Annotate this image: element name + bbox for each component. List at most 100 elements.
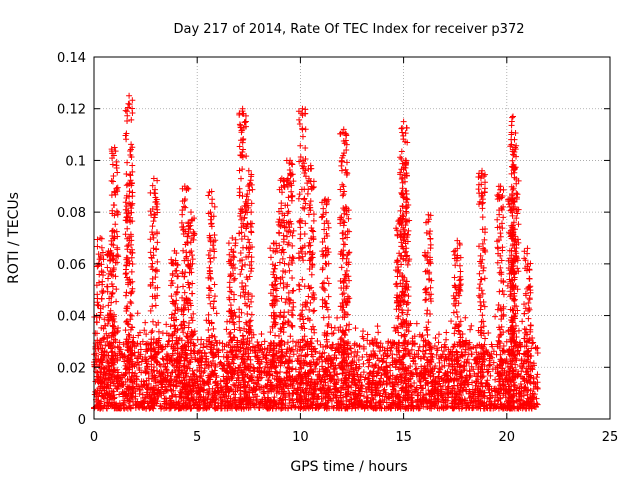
data-point bbox=[271, 375, 278, 382]
data-point bbox=[159, 355, 166, 362]
data-point bbox=[173, 363, 180, 370]
data-point bbox=[455, 396, 462, 403]
data-point bbox=[250, 394, 257, 401]
data-point bbox=[323, 356, 330, 363]
data-point bbox=[486, 385, 493, 392]
data-point bbox=[110, 329, 117, 336]
data-point bbox=[227, 288, 234, 295]
data-point bbox=[442, 396, 449, 403]
data-point bbox=[432, 379, 439, 386]
data-point bbox=[466, 367, 473, 374]
data-point bbox=[163, 351, 170, 358]
data-point bbox=[203, 361, 210, 368]
data-point bbox=[206, 402, 213, 409]
data-point bbox=[134, 385, 141, 392]
data-point bbox=[498, 386, 505, 393]
data-point bbox=[372, 401, 379, 408]
data-point bbox=[200, 398, 207, 405]
data-point bbox=[142, 367, 149, 374]
data-point bbox=[148, 345, 155, 352]
data-point bbox=[124, 246, 131, 253]
data-point bbox=[364, 337, 371, 344]
data-point bbox=[122, 199, 129, 206]
data-point bbox=[371, 350, 378, 357]
data-point bbox=[468, 322, 475, 329]
data-point bbox=[116, 339, 123, 346]
data-point bbox=[316, 368, 323, 375]
data-point bbox=[459, 404, 466, 411]
data-point bbox=[153, 358, 160, 365]
data-point bbox=[207, 247, 214, 254]
data-point bbox=[495, 378, 502, 385]
data-point bbox=[112, 273, 119, 280]
data-point bbox=[411, 380, 418, 387]
data-point bbox=[417, 382, 424, 389]
data-point bbox=[142, 348, 149, 355]
data-point bbox=[108, 290, 115, 297]
data-point bbox=[378, 363, 385, 370]
data-point bbox=[124, 214, 131, 221]
data-point bbox=[221, 392, 228, 399]
data-point bbox=[98, 235, 105, 242]
data-point bbox=[205, 252, 212, 259]
data-point bbox=[355, 356, 362, 363]
data-point bbox=[223, 369, 230, 376]
data-point bbox=[261, 402, 268, 409]
data-point bbox=[448, 318, 455, 325]
data-point bbox=[176, 360, 183, 367]
data-point bbox=[257, 360, 264, 367]
data-point bbox=[297, 361, 304, 368]
data-point bbox=[129, 350, 136, 357]
data-point bbox=[244, 311, 251, 318]
data-point bbox=[469, 386, 476, 393]
data-point bbox=[153, 321, 160, 328]
data-point bbox=[225, 385, 232, 392]
data-point bbox=[100, 354, 107, 361]
data-point bbox=[300, 320, 307, 327]
data-point bbox=[169, 361, 176, 368]
data-point bbox=[384, 369, 391, 376]
data-point bbox=[237, 292, 244, 299]
data-point bbox=[278, 353, 285, 360]
data-point bbox=[358, 388, 365, 395]
data-point bbox=[94, 330, 101, 337]
data-point bbox=[110, 242, 117, 249]
data-point bbox=[340, 401, 347, 408]
data-point bbox=[128, 376, 135, 383]
data-point bbox=[129, 110, 136, 117]
data-point bbox=[311, 307, 318, 314]
data-point bbox=[370, 396, 377, 403]
data-point bbox=[149, 279, 156, 286]
data-point bbox=[141, 327, 148, 334]
data-point bbox=[255, 342, 262, 349]
data-point bbox=[109, 227, 116, 234]
data-point bbox=[479, 345, 486, 352]
data-point bbox=[179, 403, 186, 410]
data-point bbox=[254, 393, 261, 400]
data-point bbox=[376, 348, 383, 355]
data-point bbox=[127, 177, 134, 184]
data-point bbox=[191, 401, 198, 408]
data-point bbox=[186, 403, 193, 410]
data-point bbox=[94, 299, 101, 306]
data-point bbox=[97, 387, 104, 394]
data-point bbox=[391, 383, 398, 390]
data-point bbox=[305, 397, 312, 404]
data-point bbox=[206, 267, 213, 274]
data-point bbox=[105, 391, 112, 398]
data-point bbox=[256, 386, 263, 393]
data-point bbox=[128, 289, 135, 296]
data-point bbox=[124, 225, 131, 232]
data-point bbox=[125, 321, 132, 328]
data-point bbox=[110, 255, 117, 262]
data-point bbox=[251, 401, 258, 408]
data-point bbox=[384, 353, 391, 360]
data-point bbox=[95, 397, 102, 404]
data-point bbox=[269, 358, 276, 365]
chart-title: Day 217 of 2014, Rate Of TEC Index for r… bbox=[174, 22, 525, 37]
data-point bbox=[170, 381, 177, 388]
data-point bbox=[94, 291, 101, 298]
data-point bbox=[105, 270, 112, 277]
data-point bbox=[153, 339, 160, 346]
data-point bbox=[94, 236, 101, 243]
